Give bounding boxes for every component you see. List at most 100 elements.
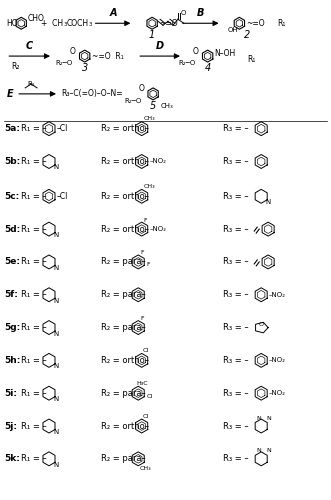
Text: COCH: COCH: [67, 19, 89, 28]
Text: R₁: R₁: [277, 19, 285, 28]
Text: R₁ = –: R₁ = –: [21, 224, 47, 234]
Text: E: E: [6, 89, 13, 99]
Text: R₂ = ortho–: R₂ = ortho–: [101, 224, 149, 234]
Text: ~=O  R₁: ~=O R₁: [92, 52, 123, 60]
Text: R₁ = –: R₁ = –: [21, 290, 47, 299]
Text: R₃ = –: R₃ = –: [222, 422, 248, 430]
Text: R₁ = –: R₁ = –: [21, 388, 47, 398]
Text: 5e:: 5e:: [4, 258, 21, 266]
Text: N: N: [53, 164, 58, 170]
Text: F: F: [140, 250, 144, 256]
Text: CH₃: CH₃: [161, 103, 174, 109]
Text: D: D: [156, 41, 164, 51]
Text: CH₃: CH₃: [139, 466, 151, 471]
Text: 5d:: 5d:: [4, 224, 21, 234]
Text: –NO₂: –NO₂: [150, 158, 166, 164]
Text: Cl: Cl: [146, 394, 152, 398]
Text: R₂ = ortho–: R₂ = ortho–: [101, 356, 149, 365]
Text: O: O: [193, 46, 199, 56]
Text: ~=O: ~=O: [246, 19, 265, 28]
Text: 5h:: 5h:: [4, 356, 21, 365]
Text: R₂ = ortho–: R₂ = ortho–: [101, 192, 149, 201]
Text: N: N: [53, 298, 58, 304]
Text: R₁ = –: R₁ = –: [21, 356, 47, 365]
Text: N–OH: N–OH: [214, 48, 236, 58]
Text: N: N: [257, 448, 261, 454]
Text: R₂─O: R₂─O: [124, 98, 141, 104]
Text: 5: 5: [150, 101, 156, 111]
Text: R₂ = para–: R₂ = para–: [101, 258, 145, 266]
Text: R₁: R₁: [247, 54, 256, 64]
Text: R₃ = –: R₃ = –: [222, 356, 248, 365]
Text: O: O: [181, 10, 186, 16]
Text: N: N: [53, 265, 58, 271]
Text: R₃ = –: R₃ = –: [222, 258, 248, 266]
Text: CH₃: CH₃: [144, 116, 155, 121]
Text: R₂ = para–: R₂ = para–: [101, 454, 145, 464]
Text: Cl: Cl: [143, 414, 149, 418]
Text: –NO₂: –NO₂: [269, 390, 286, 396]
Text: C: C: [26, 41, 33, 51]
Text: 3: 3: [64, 22, 68, 28]
Text: O: O: [70, 46, 76, 56]
Text: R₂ = ortho–: R₂ = ortho–: [101, 124, 149, 133]
Text: R₁ = –: R₁ = –: [21, 157, 47, 166]
Text: R₃ = –: R₃ = –: [222, 192, 248, 201]
Text: 5g:: 5g:: [4, 323, 21, 332]
Text: R₂ = para–: R₂ = para–: [101, 388, 145, 398]
Text: R₃ = –: R₃ = –: [222, 323, 248, 332]
Text: R₁ = –: R₁ = –: [21, 422, 47, 430]
Text: N: N: [266, 416, 271, 420]
Text: CHO: CHO: [27, 14, 44, 23]
Text: –Cl: –Cl: [57, 124, 68, 133]
Text: R₁: R₁: [27, 81, 35, 87]
Text: OH: OH: [228, 27, 239, 33]
Text: 5b:: 5b:: [4, 157, 21, 166]
Text: A: A: [109, 8, 117, 18]
Text: N: N: [53, 232, 58, 238]
Text: O: O: [259, 322, 264, 326]
Text: –Cl: –Cl: [57, 192, 68, 201]
Text: 1: 1: [149, 30, 155, 40]
Text: 5c:: 5c:: [4, 192, 20, 201]
Text: N: N: [53, 330, 58, 336]
Text: R₁ = –: R₁ = –: [21, 323, 47, 332]
Text: R₂─O: R₂─O: [178, 60, 196, 66]
Text: ~=O: ~=O: [159, 19, 178, 28]
Text: N: N: [266, 448, 271, 454]
Text: HO: HO: [6, 19, 18, 28]
Text: R₃ = –: R₃ = –: [222, 224, 248, 234]
Text: 5j:: 5j:: [4, 422, 17, 430]
Text: 5i:: 5i:: [4, 388, 17, 398]
Text: Cl: Cl: [143, 348, 149, 353]
Text: F: F: [144, 218, 147, 222]
Text: –NO₂: –NO₂: [269, 358, 286, 364]
Text: 3: 3: [81, 63, 88, 73]
Text: R₃ = –: R₃ = –: [222, 290, 248, 299]
Text: N: N: [257, 416, 261, 420]
Text: –NO₂: –NO₂: [269, 292, 286, 298]
Text: R₁ = –: R₁ = –: [21, 124, 47, 133]
Text: CH₃: CH₃: [144, 184, 155, 189]
Text: R₃ = –: R₃ = –: [222, 454, 248, 464]
Text: R₃ = –: R₃ = –: [222, 157, 248, 166]
Text: R₂ = para–: R₂ = para–: [101, 290, 145, 299]
Text: O: O: [138, 84, 144, 94]
Text: N: N: [53, 396, 58, 402]
Text: B: B: [197, 8, 204, 18]
Text: R₂ = para–: R₂ = para–: [101, 323, 145, 332]
Text: R₂─O: R₂─O: [56, 60, 73, 66]
Text: 5f:: 5f:: [4, 290, 18, 299]
Text: R₂ = ortho–: R₂ = ortho–: [101, 157, 149, 166]
Text: N: N: [265, 200, 270, 205]
Text: R₃ = –: R₃ = –: [222, 124, 248, 133]
Text: F: F: [140, 316, 144, 321]
Text: R₃ = –: R₃ = –: [222, 388, 248, 398]
Text: R₃–C(=O)–O–N=: R₃–C(=O)–O–N=: [61, 90, 122, 98]
Text: R₁ = –: R₁ = –: [21, 192, 47, 201]
Text: –NO₂: –NO₂: [150, 226, 166, 232]
Text: 3: 3: [89, 22, 92, 28]
Text: 5a:: 5a:: [4, 124, 21, 133]
Text: R₂ = ortho–: R₂ = ortho–: [101, 422, 149, 430]
Text: N: N: [53, 429, 58, 435]
